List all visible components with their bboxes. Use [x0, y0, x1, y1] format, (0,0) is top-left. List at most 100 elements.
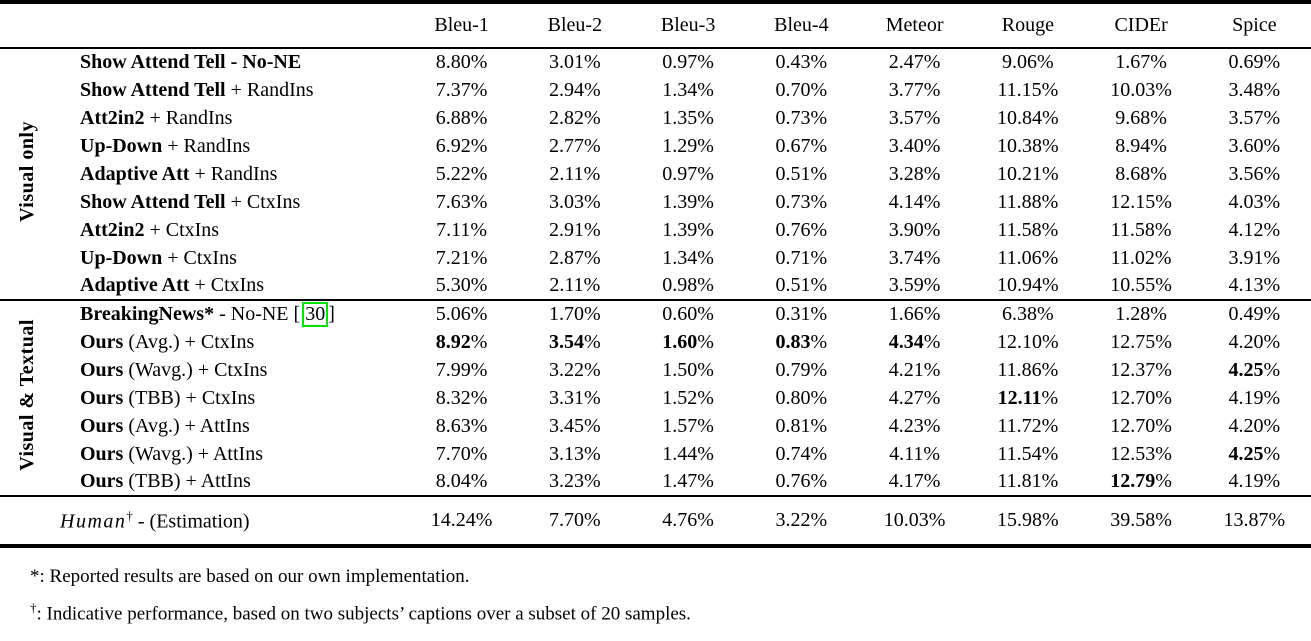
table-row: Adaptive Att + RandIns 5.22% 2.11% 0.97% 0.5…: [0, 160, 1311, 188]
metric-value-cell: 10.21%: [997, 162, 1059, 185]
metric-value-cell: 7.70%: [435, 442, 488, 465]
model-name-cell: BreakingNews* - No-NE [30]: [80, 302, 335, 327]
metric-value-cell: 2.82%: [549, 106, 601, 129]
metric-value-cell: 1.52%: [662, 386, 714, 409]
metric-value-cell: 11.86%: [997, 358, 1059, 381]
metric-value-cell: 6.92%: [435, 134, 488, 157]
metric-value-cell: 0.60%: [662, 303, 714, 325]
model-name-cell: Adaptive Att + RandIns: [80, 162, 278, 185]
metric-value-cell: 9.68%: [1115, 106, 1167, 129]
metric-value-cell: 8.32%: [435, 386, 488, 409]
metric-value-cell: 4.14%: [888, 190, 941, 213]
human-name-cell: Human† - (Estimation): [60, 507, 250, 533]
group-label: Visual & Textual: [16, 319, 38, 471]
human-section: Human† - (Estimation) 14.24% 7.70% 4.76% 3.2…: [0, 496, 1311, 546]
metric-value-cell: 1.29%: [662, 134, 714, 157]
metric-value-cell: 5.30%: [435, 274, 488, 296]
metric-value-cell: 2.94%: [549, 78, 601, 101]
metric-value-cell: 2.87%: [549, 246, 601, 269]
metric-value-cell: 1.47%: [662, 470, 714, 492]
section-1: Visual only Show Attend Tell - No-NE 8.80%…: [0, 48, 1311, 300]
human-row: Human† - (Estimation) 14.24% 7.70% 4.76% 3.2…: [0, 496, 1311, 546]
metric-value-cell: 3.01%: [549, 51, 601, 73]
metric-value-cell: 1.34%: [662, 78, 714, 101]
group-label-cell: Visual & Textual: [0, 300, 55, 496]
metric-value-cell: 14.24%: [430, 509, 493, 531]
table-row: Adaptive Att + CtxIns 5.30% 2.11% 0.98% 0.51…: [0, 272, 1311, 300]
group-label-cell: Visual only: [0, 48, 55, 300]
metric-value-cell: 3.57%: [888, 106, 941, 129]
footnote-marker: †: [30, 600, 37, 615]
metric-value-cell: 0.67%: [775, 134, 828, 157]
metric-value-cell: 0.71%: [775, 246, 828, 269]
metric-value-cell: 12.70%: [1110, 386, 1172, 409]
table-row: Ours (Wavg.) + CtxIns 7.99% 3.22% 1.50% 0.79…: [0, 356, 1311, 384]
metric-value-cell: 0.51%: [775, 162, 828, 185]
metric-value-cell: 3.56%: [1228, 162, 1281, 185]
model-name-cell: Ours (TBB) + CtxIns: [80, 386, 256, 409]
metric-value-cell: 3.57%: [1228, 106, 1281, 129]
metric-value-cell: 7.21%: [435, 246, 488, 269]
metric-value-cell: 7.11%: [436, 218, 488, 241]
metric-value-cell: 1.39%: [662, 190, 714, 213]
table-header: Bleu-1 Bleu-2 Bleu-3 Bleu-4 Meteor Rouge CIDEr…: [0, 2, 1311, 48]
metric-value-cell: 11.02%: [1110, 246, 1172, 269]
metric-value-cell: 0.83%: [775, 330, 828, 353]
column-header: Bleu-3: [660, 14, 716, 36]
table-row: Ours (TBB) + CtxIns 8.32% 3.31% 1.52% 0.80% 4…: [0, 384, 1311, 412]
metric-value-cell: 12.15%: [1110, 190, 1172, 213]
metric-value-cell: 4.27%: [888, 386, 941, 409]
metric-value-cell: 12.75%: [1110, 330, 1172, 353]
metric-value-cell: 0.51%: [775, 274, 828, 296]
footnote-marker: *: [30, 566, 40, 587]
metric-value-cell: 10.55%: [1110, 274, 1172, 296]
model-name-cell: Show Attend Tell + CtxIns: [80, 190, 301, 213]
results-table: Bleu-1 Bleu-2 Bleu-3 Bleu-4 Meteor Rouge CIDEr…: [0, 0, 1311, 546]
metric-value-cell: 3.48%: [1228, 78, 1281, 101]
model-name-cell: Show Attend Tell + RandIns: [80, 78, 314, 101]
metric-value-cell: 8.80%: [435, 51, 488, 73]
metric-value-cell: 12.37%: [1110, 358, 1172, 381]
metric-value-cell: 1.34%: [662, 246, 714, 269]
model-name-cell: Up-Down + RandIns: [80, 134, 251, 157]
metric-value-cell: 12.11%: [997, 386, 1059, 409]
metric-value-cell: 12.79%: [1110, 470, 1172, 492]
metric-value-cell: 2.77%: [549, 134, 601, 157]
model-name-cell: Show Attend Tell - No-NE: [80, 51, 302, 73]
table-row: Up-Down + CtxIns 7.21% 2.87% 1.34% 0.71% 3.74…: [0, 244, 1311, 272]
metric-value-cell: 4.23%: [888, 414, 941, 437]
metric-value-cell: 3.59%: [888, 274, 941, 296]
group-label: Visual only: [16, 120, 38, 222]
metric-value-cell: 3.90%: [888, 218, 941, 241]
citation-link[interactable]: 30: [302, 302, 329, 327]
metric-value-cell: 7.63%: [435, 190, 488, 213]
metric-value-cell: 2.91%: [549, 218, 601, 241]
metric-value-cell: 4.25%: [1228, 442, 1281, 465]
table-row: Ours (Wavg.) + AttIns 7.70% 3.13% 1.44% 0.74…: [0, 440, 1311, 468]
metric-value-cell: 4.20%: [1228, 330, 1281, 353]
model-name-cell: Up-Down + CtxIns: [80, 246, 237, 269]
metric-value-cell: 15.98%: [997, 509, 1059, 531]
metric-value-cell: 1.60%: [662, 330, 714, 353]
metric-value-cell: 12.10%: [997, 330, 1059, 353]
header-row: Bleu-1 Bleu-2 Bleu-3 Bleu-4 Meteor Rouge CIDEr…: [0, 2, 1311, 48]
metric-value-cell: 1.28%: [1115, 303, 1167, 325]
metric-value-cell: 0.70%: [775, 78, 828, 101]
model-name-cell: Ours (Wavg.) + AttIns: [80, 442, 263, 465]
metric-value-cell: 12.70%: [1110, 414, 1172, 437]
metric-value-cell: 6.38%: [1002, 303, 1054, 325]
metric-value-cell: 0.97%: [662, 162, 714, 185]
metric-value-cell: 3.91%: [1228, 246, 1281, 269]
metric-value-cell: 0.98%: [662, 274, 714, 296]
table-row: Show Attend Tell + CtxIns 7.63% 3.03% 1.39%…: [0, 188, 1311, 216]
metric-value-cell: 11.06%: [997, 246, 1059, 269]
metric-value-cell: 11.54%: [997, 442, 1059, 465]
footnote-asterisk: *: Reported results are based on our own…: [30, 561, 1311, 592]
metric-value-cell: 10.94%: [997, 274, 1059, 296]
metric-value-cell: 10.84%: [997, 106, 1059, 129]
metric-value-cell: 0.73%: [775, 190, 828, 213]
metric-value-cell: 1.44%: [662, 442, 714, 465]
metric-value-cell: 3.60%: [1228, 134, 1281, 157]
metric-value-cell: 1.67%: [1115, 51, 1167, 73]
table-row: Up-Down + RandIns 6.92% 2.77% 1.29% 0.67% 3.4…: [0, 132, 1311, 160]
